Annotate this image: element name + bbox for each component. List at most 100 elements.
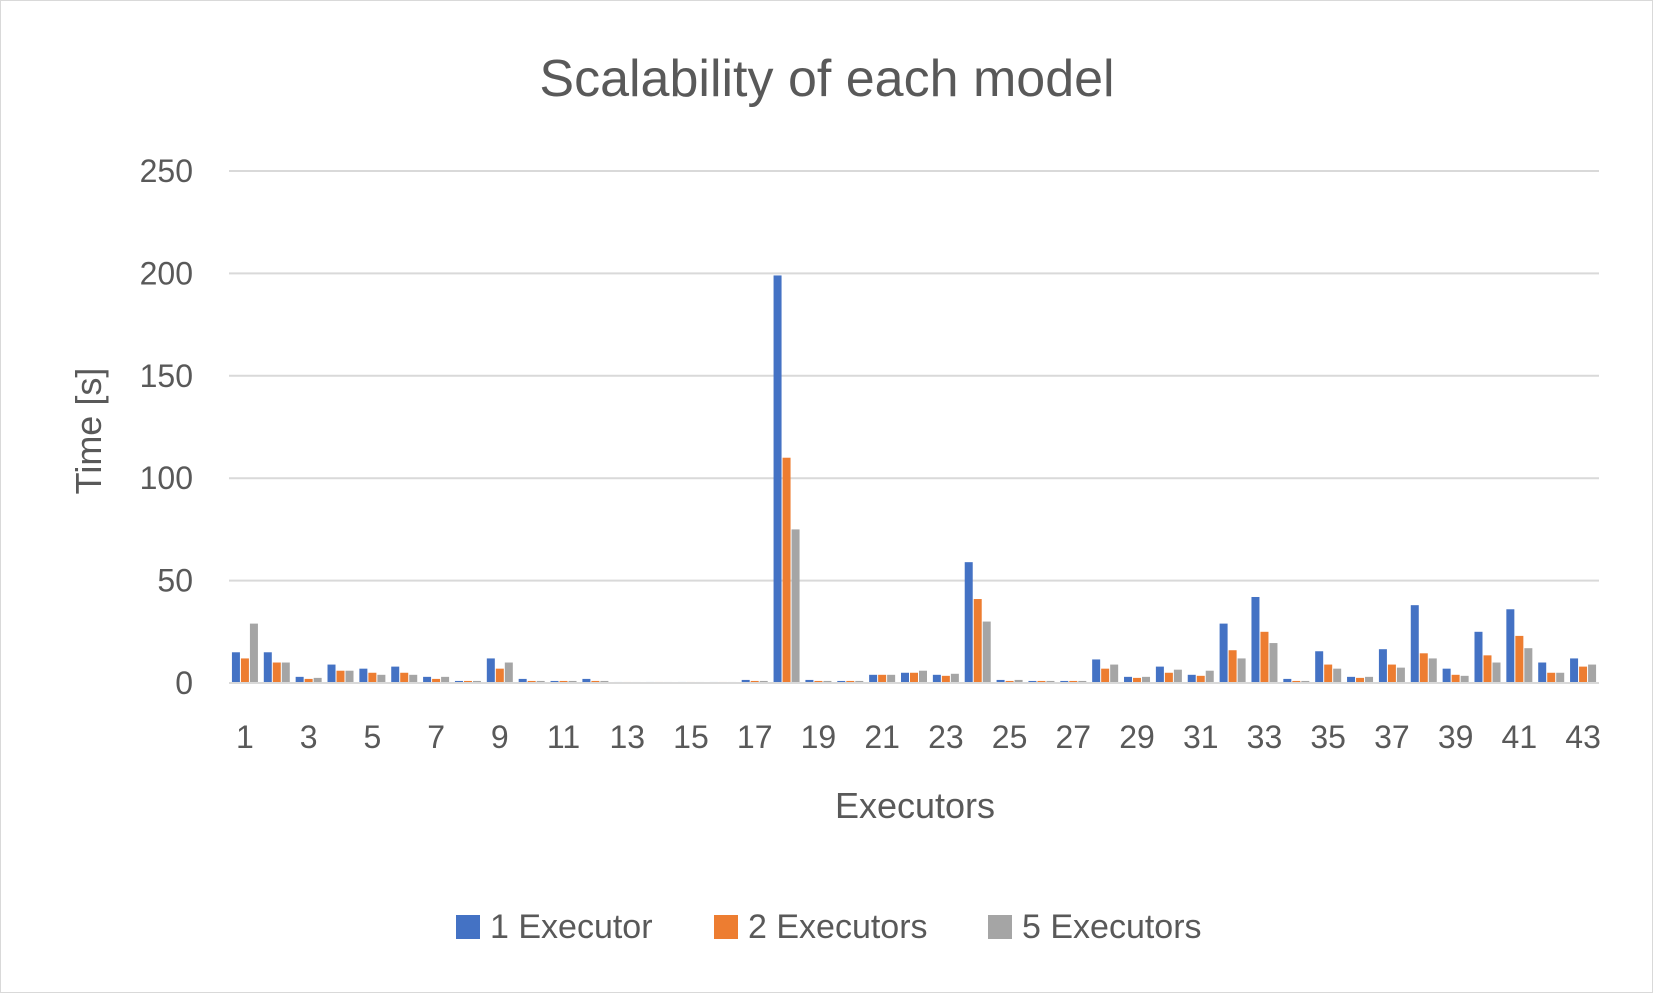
bar <box>1155 666 1164 683</box>
bar <box>1410 605 1419 683</box>
legend-swatch <box>456 915 480 939</box>
bar <box>536 680 545 683</box>
legend-swatch <box>714 915 738 939</box>
bar <box>823 680 832 683</box>
bar <box>1378 649 1387 683</box>
bar <box>504 662 513 683</box>
x-tick-label: 9 <box>491 719 509 755</box>
bar <box>1506 609 1515 683</box>
x-tick-label: 11 <box>547 719 580 755</box>
bar <box>359 668 368 683</box>
bar <box>1283 678 1292 683</box>
bar <box>231 652 240 683</box>
bar <box>1538 662 1547 683</box>
bar <box>1014 679 1023 683</box>
bar <box>1442 668 1451 683</box>
bar <box>1474 631 1483 683</box>
bar <box>805 679 814 683</box>
bar <box>878 674 887 683</box>
bar <box>327 664 336 683</box>
x-tick-label: 15 <box>673 719 709 755</box>
bar <box>368 672 377 683</box>
bar <box>1124 676 1133 683</box>
bar <box>982 621 991 683</box>
bar <box>941 675 950 683</box>
bar <box>773 275 782 683</box>
bar <box>932 674 941 683</box>
bar <box>600 680 609 683</box>
bar <box>1324 664 1333 683</box>
bar <box>391 666 400 683</box>
bar <box>869 674 878 683</box>
bar <box>582 678 591 683</box>
bar <box>1228 650 1237 683</box>
bar <box>1396 667 1405 683</box>
bar <box>1315 651 1324 683</box>
bar <box>272 662 281 683</box>
bar <box>1460 675 1469 683</box>
bar <box>1524 648 1533 683</box>
x-tick-label: 1 <box>236 719 254 755</box>
bar <box>1092 659 1101 683</box>
bar <box>377 674 386 683</box>
chart-title: Scalability of each model <box>539 50 1114 108</box>
y-tick-label: 100 <box>140 460 193 496</box>
bar <box>1110 664 1119 683</box>
bar <box>1365 676 1374 683</box>
bar <box>263 652 272 683</box>
bar <box>1451 674 1460 683</box>
bar <box>527 680 536 683</box>
bar <box>919 670 927 683</box>
x-tick-label: 13 <box>609 719 645 755</box>
bar <box>400 672 409 683</box>
bar <box>782 457 791 683</box>
bar <box>964 562 973 683</box>
bar <box>345 670 354 683</box>
legend-label: 1 Executor <box>490 908 653 946</box>
bar <box>950 673 959 683</box>
bar <box>1260 631 1269 683</box>
x-tick-label: 7 <box>427 719 445 755</box>
x-tick-label: 27 <box>1056 719 1092 755</box>
bar <box>1428 658 1437 683</box>
bar <box>887 674 896 683</box>
bar <box>1196 675 1205 683</box>
bar <box>559 680 568 683</box>
bar <box>568 680 577 683</box>
bar <box>1419 653 1428 683</box>
bar <box>791 529 800 683</box>
bar <box>1142 676 1151 683</box>
bar <box>1164 672 1173 683</box>
bar <box>1005 680 1014 683</box>
x-tick-label: 33 <box>1247 719 1283 755</box>
bar <box>1347 676 1356 683</box>
bar <box>281 662 290 683</box>
bar <box>1205 670 1214 683</box>
bar <box>454 680 463 683</box>
bar <box>1219 623 1228 683</box>
bar <box>463 680 472 683</box>
x-tick-label: 41 <box>1502 719 1538 755</box>
x-tick-label: 31 <box>1183 719 1219 755</box>
x-tick-label: 19 <box>801 719 837 755</box>
bar <box>304 678 313 683</box>
x-tick-label: 25 <box>992 719 1028 755</box>
x-tick-label: 17 <box>737 719 773 755</box>
bar <box>910 672 918 683</box>
bar <box>837 680 846 683</box>
bar <box>1251 596 1260 683</box>
bar <box>1556 672 1565 683</box>
bar <box>750 680 759 683</box>
x-tick-label: 21 <box>864 719 900 755</box>
bar <box>495 668 504 683</box>
bar <box>846 680 855 683</box>
legend: 1 Executor 2 Executors 5 Executors <box>456 908 1202 946</box>
x-tick-label: 29 <box>1119 719 1155 755</box>
bar <box>1387 664 1396 683</box>
bar <box>1187 674 1196 683</box>
bar <box>1547 672 1556 683</box>
bar <box>1483 655 1492 683</box>
legend-label: 2 Executors <box>748 908 928 946</box>
bar <box>1133 677 1142 683</box>
